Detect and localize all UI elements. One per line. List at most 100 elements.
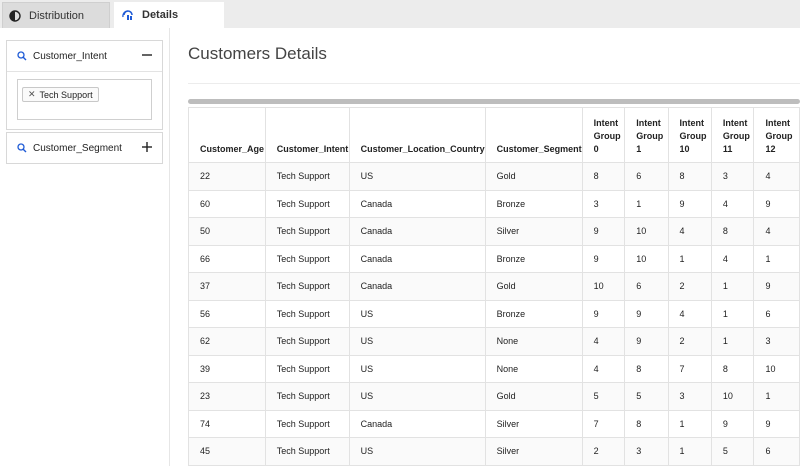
table-cell: Canada bbox=[348, 272, 486, 301]
table-cell: 9 bbox=[710, 409, 755, 438]
minus-icon[interactable] bbox=[141, 49, 153, 61]
table-cell: None bbox=[484, 327, 583, 356]
table-row: 39 Tech Support US None 4 8 7 8 10 bbox=[188, 354, 800, 383]
table-row: 60 Tech Support Canada Bronze 3 1 9 4 9 bbox=[188, 189, 800, 218]
tab-distribution[interactable]: Distribution bbox=[2, 2, 110, 28]
table-cell: 2 bbox=[667, 272, 712, 301]
table-cell: US bbox=[348, 162, 486, 191]
table-row: 22 Tech Support US Gold 8 6 8 3 4 bbox=[188, 162, 800, 191]
table-cell: 10 bbox=[581, 272, 626, 301]
column-header[interactable]: Customer_Segment bbox=[484, 107, 583, 163]
column-header[interactable]: Intent Group 12 bbox=[753, 107, 800, 163]
column-header[interactable]: Customer_Location_Country bbox=[348, 107, 486, 163]
table-cell: 39 bbox=[188, 354, 266, 383]
table-cell: 3 bbox=[581, 189, 626, 218]
table-cell: 45 bbox=[188, 437, 266, 466]
horizontal-scrollbar[interactable] bbox=[188, 99, 800, 104]
table-cell: 62 bbox=[188, 327, 266, 356]
filter-header[interactable]: Customer_Intent bbox=[7, 41, 162, 71]
table-cell: 1 bbox=[710, 299, 755, 328]
table-cell: 3 bbox=[753, 327, 800, 356]
column-header[interactable]: Customer_Intent bbox=[264, 107, 350, 163]
table-cell: 9 bbox=[667, 189, 712, 218]
table-cell: 60 bbox=[188, 189, 266, 218]
table-cell: 74 bbox=[188, 409, 266, 438]
table-cell: 1 bbox=[753, 244, 800, 273]
table-cell: 1 bbox=[667, 244, 712, 273]
table-cell: Silver bbox=[484, 437, 583, 466]
table-cell: Tech Support bbox=[264, 217, 350, 246]
table-cell: 66 bbox=[188, 244, 266, 273]
table-cell: 9 bbox=[581, 299, 626, 328]
table-cell: 6 bbox=[753, 299, 800, 328]
filter-customer-intent: Customer_Intent ✕ Tech Support bbox=[6, 40, 163, 130]
plus-icon[interactable] bbox=[141, 141, 153, 153]
table-cell: 4 bbox=[753, 217, 800, 246]
table-cell: None bbox=[484, 354, 583, 383]
table-cell: 22 bbox=[188, 162, 266, 191]
table-cell: 1 bbox=[667, 409, 712, 438]
table-cell: 8 bbox=[710, 217, 755, 246]
table-cell: 1 bbox=[667, 437, 712, 466]
table-cell: US bbox=[348, 382, 486, 411]
table-cell: Tech Support bbox=[264, 162, 350, 191]
table-cell: 5 bbox=[624, 382, 669, 411]
column-header[interactable]: Intent Group 10 bbox=[667, 107, 712, 163]
table-row: 23 Tech Support US Gold 5 5 3 10 1 bbox=[188, 382, 800, 411]
table-cell: Bronze bbox=[484, 189, 583, 218]
table-cell: 4 bbox=[581, 327, 626, 356]
table-cell: 6 bbox=[624, 162, 669, 191]
table-cell: Silver bbox=[484, 217, 583, 246]
divider bbox=[188, 83, 800, 84]
filter-label: Customer_Intent bbox=[33, 50, 107, 62]
table-cell: 5 bbox=[581, 382, 626, 411]
table-cell: Canada bbox=[348, 189, 486, 218]
table-cell: 3 bbox=[667, 382, 712, 411]
table-cell: 9 bbox=[581, 244, 626, 273]
table-cell: US bbox=[348, 299, 486, 328]
remove-chip-icon[interactable]: ✕ bbox=[28, 89, 36, 99]
table-cell: 8 bbox=[581, 162, 626, 191]
details-icon bbox=[122, 10, 133, 20]
tab-details-label: Details bbox=[142, 9, 179, 21]
tab-details[interactable]: Details bbox=[114, 2, 224, 28]
table-cell: 10 bbox=[753, 354, 800, 383]
table-cell: Canada bbox=[348, 244, 486, 273]
table-cell: 2 bbox=[667, 327, 712, 356]
table-cell: 1 bbox=[710, 327, 755, 356]
search-icon bbox=[17, 51, 27, 61]
table-cell: 2 bbox=[581, 437, 626, 466]
page-title: Customers Details bbox=[188, 44, 327, 63]
table-row: 66 Tech Support Canada Bronze 9 10 1 4 1 bbox=[188, 244, 800, 273]
main-content: Customers Details Customer_Age Customer_I… bbox=[188, 28, 800, 466]
column-header[interactable]: Intent Group 11 bbox=[710, 107, 755, 163]
table-cell: Tech Support bbox=[264, 354, 350, 383]
table-cell: Canada bbox=[348, 217, 486, 246]
table-cell: Gold bbox=[484, 272, 583, 301]
filter-body: ✕ Tech Support bbox=[7, 71, 162, 129]
details-table: Customer_Age Customer_Intent Customer_Loca… bbox=[188, 107, 800, 466]
column-header[interactable]: Customer_Age bbox=[188, 107, 266, 163]
table-cell: Tech Support bbox=[264, 409, 350, 438]
table-cell: 8 bbox=[624, 354, 669, 383]
table-cell: 9 bbox=[581, 217, 626, 246]
filter-header[interactable]: Customer_Segment bbox=[7, 133, 162, 163]
selected-values-box[interactable]: ✕ Tech Support bbox=[17, 79, 152, 120]
filter-sidebar: Customer_Intent ✕ Tech Support bbox=[0, 28, 170, 466]
table-cell: 7 bbox=[667, 354, 712, 383]
table-row: 45 Tech Support US Silver 2 3 1 5 6 bbox=[188, 437, 800, 466]
column-header[interactable]: Intent Group 1 bbox=[624, 107, 669, 163]
table-cell: 50 bbox=[188, 217, 266, 246]
column-header[interactable]: Intent Group 0 bbox=[581, 107, 626, 163]
table-cell: 9 bbox=[753, 272, 800, 301]
table-cell: Tech Support bbox=[264, 189, 350, 218]
table-cell: 56 bbox=[188, 299, 266, 328]
table-row: 74 Tech Support Canada Silver 7 8 1 9 9 bbox=[188, 409, 800, 438]
table-cell: 9 bbox=[753, 409, 800, 438]
table-cell: Tech Support bbox=[264, 299, 350, 328]
table-cell: 4 bbox=[667, 217, 712, 246]
table-cell: Bronze bbox=[484, 299, 583, 328]
table-row: 37 Tech Support Canada Gold 10 6 2 1 9 bbox=[188, 272, 800, 301]
table-cell: 10 bbox=[710, 382, 755, 411]
table-cell: Gold bbox=[484, 162, 583, 191]
